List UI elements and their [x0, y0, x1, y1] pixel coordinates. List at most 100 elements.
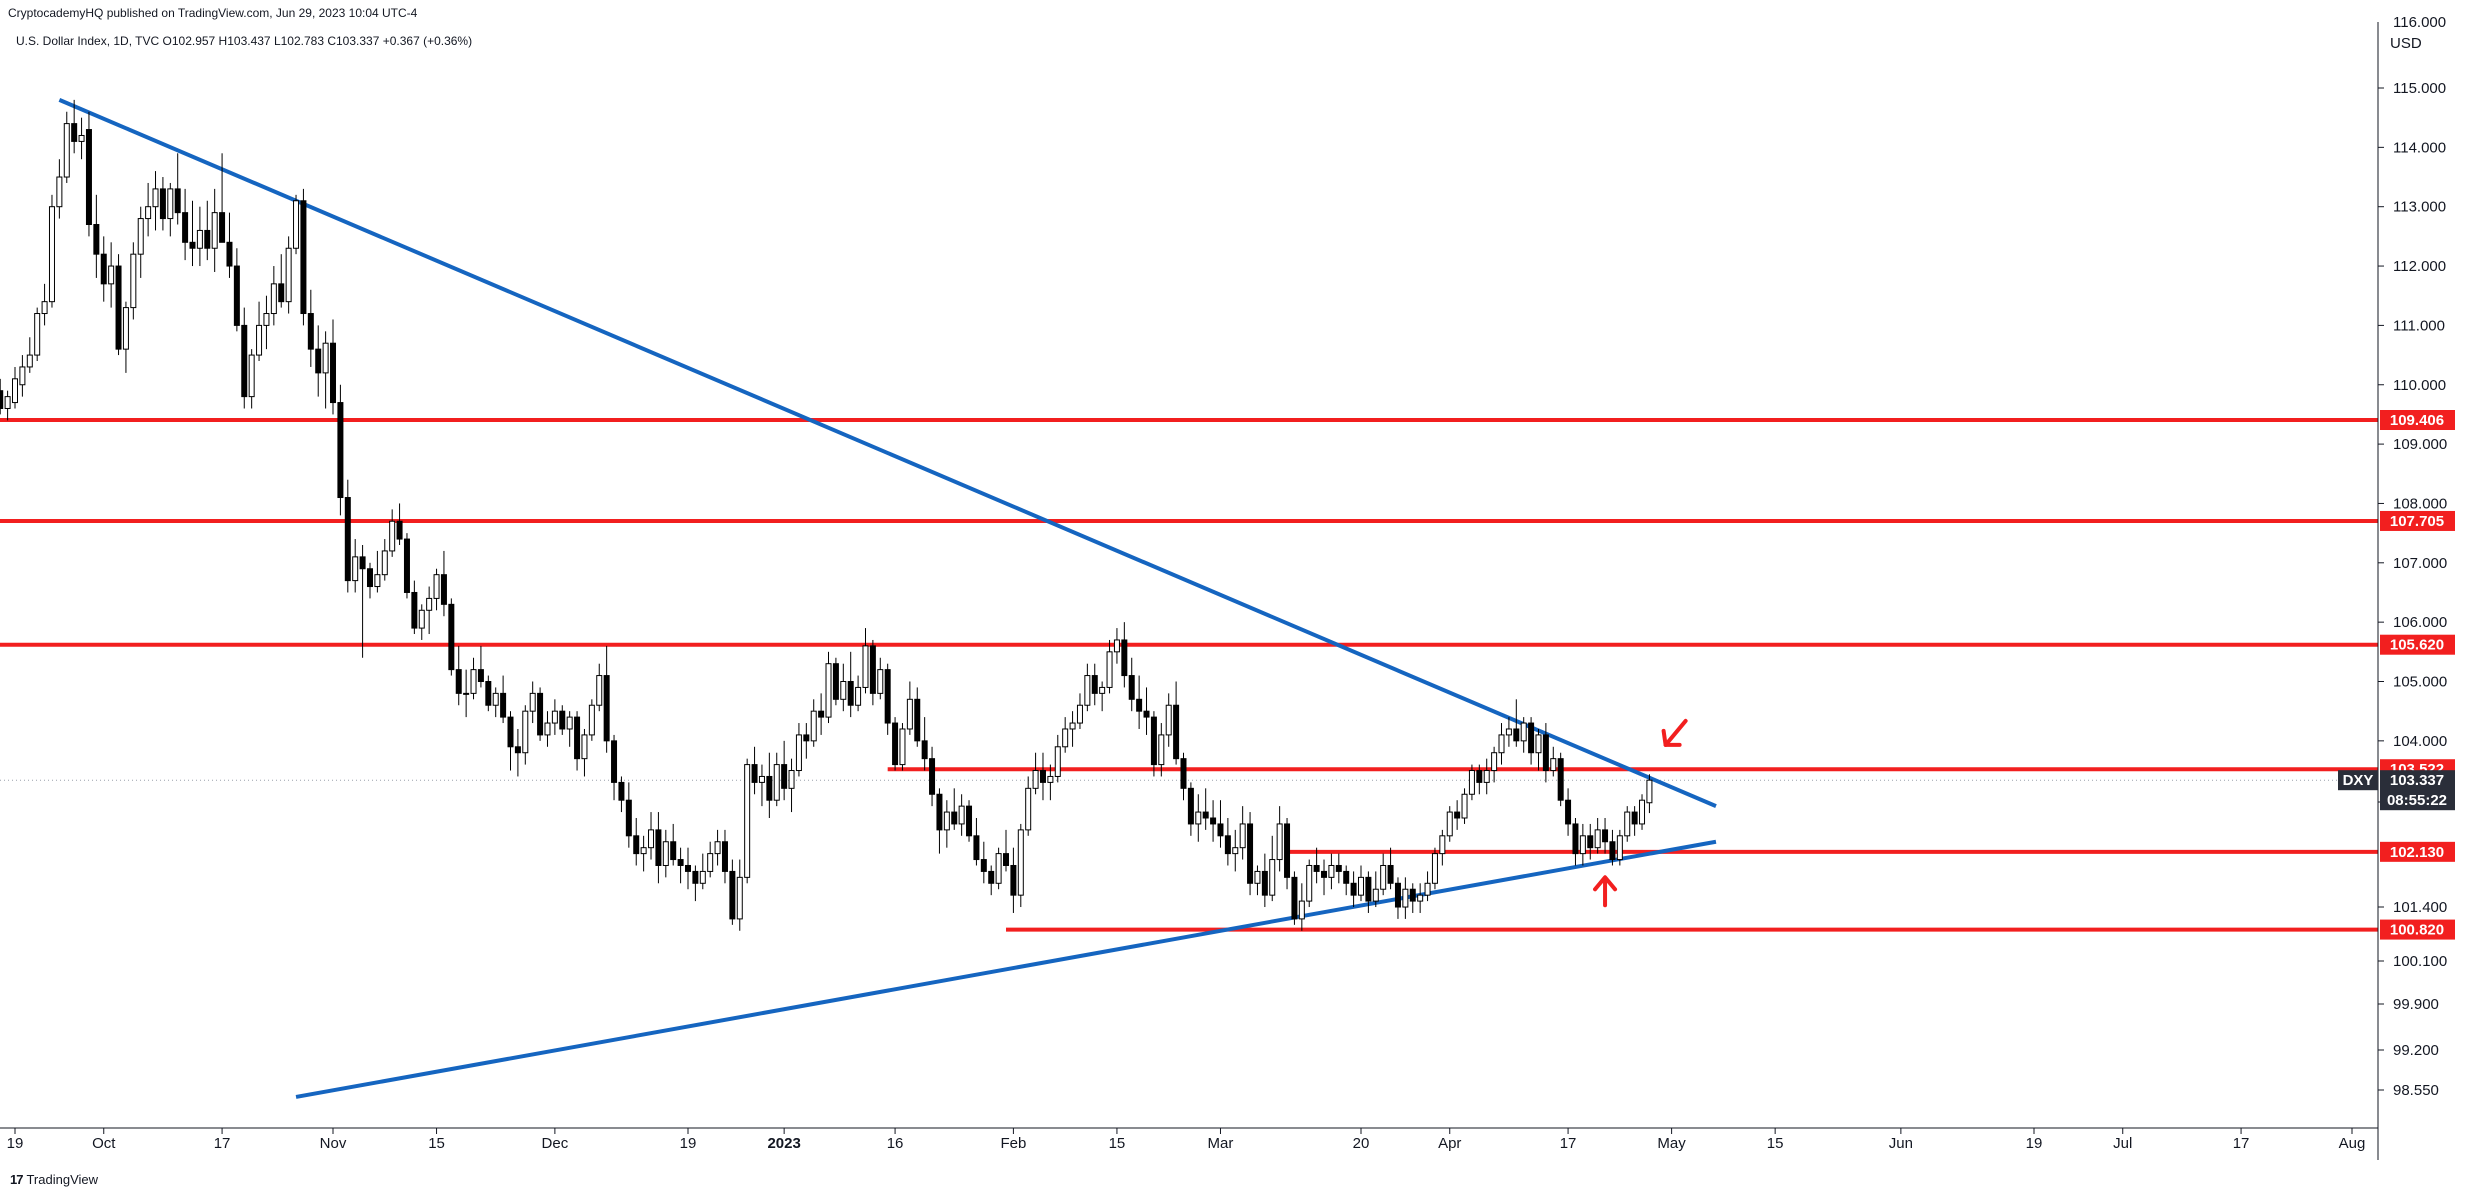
candle-body	[115, 265, 122, 350]
candle-body	[840, 681, 847, 700]
candle-body	[773, 764, 780, 801]
candle	[1306, 859, 1313, 908]
candle-body	[389, 520, 396, 552]
candle	[485, 675, 492, 712]
candle	[463, 669, 470, 718]
candle	[1513, 699, 1520, 747]
candle	[810, 699, 817, 747]
candle-body	[159, 188, 166, 220]
candle	[470, 657, 477, 700]
candle-body	[1054, 746, 1061, 777]
candle	[537, 687, 544, 741]
candle	[359, 544, 366, 658]
candle-body	[1602, 829, 1609, 843]
candle	[966, 800, 973, 842]
candle-body	[1276, 823, 1283, 861]
candle	[374, 550, 381, 593]
candle-body	[93, 224, 100, 255]
ytick-label: 100.100	[2393, 953, 2447, 970]
candle	[1113, 628, 1120, 664]
candle	[655, 812, 662, 884]
candle-body	[1165, 704, 1172, 736]
trendline-upper[interactable]	[58, 98, 1717, 808]
candle	[1054, 734, 1061, 783]
candle-body	[285, 247, 292, 303]
candle-body	[943, 811, 950, 831]
candle	[980, 841, 987, 884]
candle-body	[56, 176, 63, 208]
candle-body	[1550, 758, 1557, 772]
candle-body	[566, 716, 573, 730]
candle-body	[980, 859, 987, 872]
candle	[566, 711, 573, 747]
candle	[1365, 871, 1372, 913]
ytick-label: 108.000	[2393, 495, 2447, 512]
candle-body	[34, 313, 41, 356]
candle-body	[1631, 811, 1638, 825]
candle-body	[440, 574, 447, 605]
candle	[1380, 853, 1387, 896]
xtick-label: Mar	[1208, 1135, 1234, 1152]
candle	[818, 693, 825, 735]
candle-body	[418, 609, 425, 629]
candle	[1158, 723, 1165, 777]
candle	[1180, 752, 1187, 801]
candle	[93, 194, 100, 278]
candle	[1239, 806, 1246, 860]
candle	[263, 295, 270, 350]
candle-body	[751, 764, 758, 783]
candle-body	[167, 188, 174, 220]
candle-body	[1150, 716, 1157, 766]
candle-body	[0, 390, 4, 409]
candle	[34, 307, 41, 362]
candle	[988, 865, 995, 896]
candle	[611, 734, 618, 801]
candle	[418, 604, 425, 640]
symbol-name[interactable]: U.S. Dollar Index, 1D, TVC	[16, 34, 160, 48]
candle	[684, 847, 691, 890]
candle-body	[500, 692, 507, 718]
candle	[152, 171, 159, 231]
candle-body	[366, 568, 373, 588]
xtick-label: 19	[7, 1135, 24, 1152]
candle-body	[1409, 888, 1416, 902]
candle-body	[1476, 770, 1483, 783]
candle-body	[648, 829, 655, 849]
candle	[63, 111, 70, 183]
ytick-label: 107.000	[2393, 555, 2447, 572]
xtick-label: 15	[1767, 1135, 1784, 1152]
candle	[744, 758, 751, 884]
countdown-label: 08:55:22	[2387, 792, 2447, 809]
candle	[1025, 776, 1032, 836]
xtick-label: 19	[2026, 1135, 2043, 1152]
candle	[500, 675, 507, 724]
candle-body	[1202, 811, 1209, 819]
candle-body	[766, 775, 773, 801]
candle-body	[48, 206, 55, 303]
candle	[1313, 847, 1320, 884]
candle	[366, 562, 373, 599]
candle-body	[951, 811, 958, 825]
trendline-lower[interactable]	[295, 839, 1717, 1099]
candle-body	[544, 722, 551, 736]
candle	[1505, 717, 1512, 747]
candle	[1528, 717, 1535, 765]
candle	[248, 349, 255, 409]
currency-label: USD	[2390, 35, 2422, 52]
candle	[78, 117, 85, 160]
candle-body	[492, 692, 499, 706]
candle	[1616, 829, 1623, 866]
candle-body	[906, 698, 913, 730]
candle-body	[196, 229, 203, 249]
candle	[1165, 693, 1172, 747]
candle-body	[788, 770, 795, 789]
candle-body	[1431, 853, 1438, 884]
candle-body	[1498, 734, 1505, 754]
candle-body	[921, 740, 928, 760]
candle	[330, 319, 337, 415]
candle-body	[1417, 894, 1424, 902]
candle	[322, 331, 329, 409]
candle-body	[551, 710, 558, 724]
candle	[1099, 681, 1106, 712]
